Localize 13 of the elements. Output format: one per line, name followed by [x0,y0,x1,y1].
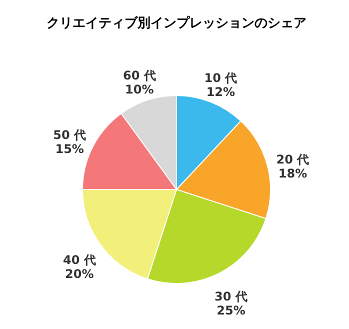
data-label: 12% [206,84,236,99]
data-label: 25% [216,303,246,318]
data-label: 20% [65,267,94,282]
data-label: 15% [55,142,84,156]
slice-label: 40 代 [62,253,96,268]
slice-label: 60 代 [122,68,156,82]
slice-label: 50 代 [53,128,86,142]
data-label: 10% [125,82,154,96]
slice-label: 10 代 [204,70,238,85]
data-label: 18% [278,166,308,181]
slice-label: 30 代 [214,289,248,304]
chart-title: クリエイティブ別インプレッションのシェア [46,15,306,31]
slice-label: 20 代 [276,152,310,167]
